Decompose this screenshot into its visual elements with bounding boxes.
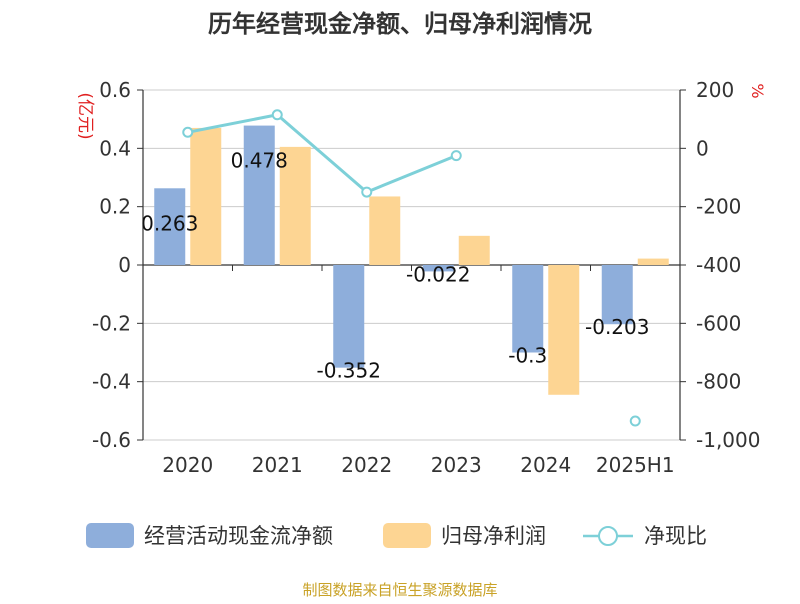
legend-label-net-cash-ratio: 净现比 bbox=[644, 524, 707, 548]
category-label: 2025H1 bbox=[596, 453, 675, 477]
net-cash-ratio-point bbox=[361, 186, 373, 198]
category-label: 2023 bbox=[431, 453, 482, 477]
left-tick-label: 0.6 bbox=[99, 78, 131, 102]
right-tick-label: 0 bbox=[696, 136, 709, 160]
left-tick-label: 0 bbox=[118, 253, 131, 277]
legend-marker-net-cash-ratio bbox=[598, 526, 618, 546]
net-cash-ratio-line bbox=[187, 113, 457, 194]
right-tick-label: 200 bbox=[696, 78, 734, 102]
left-tick-label: 0.4 bbox=[99, 136, 131, 160]
net-profit-bar bbox=[458, 235, 490, 265]
legend: 经营活动现金流净额 归母净利润 净现比 bbox=[86, 523, 707, 548]
left-tick-label: 0.2 bbox=[99, 195, 131, 219]
net-profit-bar bbox=[637, 258, 669, 265]
cash-flow-bar bbox=[333, 265, 365, 368]
net-cash-ratio-point bbox=[271, 109, 283, 121]
right-tick-label: -600 bbox=[696, 311, 741, 335]
cash-flow-data-label: -0.352 bbox=[317, 359, 381, 383]
cash-flow-data-label: 0.478 bbox=[231, 149, 288, 173]
right-tick-label: -1,000 bbox=[696, 428, 760, 452]
cash-flow-data-label: -0.203 bbox=[585, 315, 649, 339]
net-profit-bar bbox=[369, 196, 401, 265]
cash-flow-data-label: 0.263 bbox=[141, 211, 198, 235]
right-unit-label: % bbox=[748, 83, 767, 98]
cash-flow-bar bbox=[422, 265, 454, 272]
right-tick-label: -800 bbox=[696, 370, 741, 394]
cash-flow-data-label: -0.022 bbox=[406, 262, 470, 286]
net-profit-bar bbox=[279, 146, 311, 265]
category-label: 2020 bbox=[162, 453, 213, 477]
chart-title: 历年经营现金净额、归母净利润情况 bbox=[208, 10, 592, 38]
category-label: 2021 bbox=[252, 453, 303, 477]
category-label: 2022 bbox=[341, 453, 392, 477]
left-unit-label: (亿元) bbox=[75, 92, 95, 139]
net-profit-bar bbox=[190, 127, 222, 266]
net-cash-ratio-point bbox=[629, 415, 641, 427]
cash-flow-bar bbox=[154, 188, 186, 265]
right-tick-label: -400 bbox=[696, 253, 741, 277]
left-tick-label: -0.4 bbox=[92, 370, 131, 394]
legend-label-net-profit: 归母净利润 bbox=[441, 524, 546, 548]
net-cash-ratio-point bbox=[450, 150, 462, 162]
net-profit-bar bbox=[548, 265, 580, 395]
legend-label-cash-flow: 经营活动现金流净额 bbox=[144, 524, 333, 548]
right-tick-label: -200 bbox=[696, 195, 741, 219]
cash-flow-bar bbox=[512, 265, 544, 353]
net-cash-ratio-point bbox=[182, 126, 194, 138]
legend-swatch-cash-flow bbox=[86, 523, 134, 548]
legend-swatch-net-profit bbox=[383, 523, 431, 548]
cash-flow-bar bbox=[243, 125, 275, 265]
cash-flow-data-label: -0.3 bbox=[508, 344, 547, 368]
source-note: 制图数据来自恒生聚源数据库 bbox=[302, 581, 497, 599]
left-tick-label: -0.6 bbox=[92, 428, 131, 452]
left-tick-label: -0.2 bbox=[92, 311, 131, 335]
category-label: 2024 bbox=[520, 453, 571, 477]
cash-flow-bar bbox=[601, 265, 633, 325]
